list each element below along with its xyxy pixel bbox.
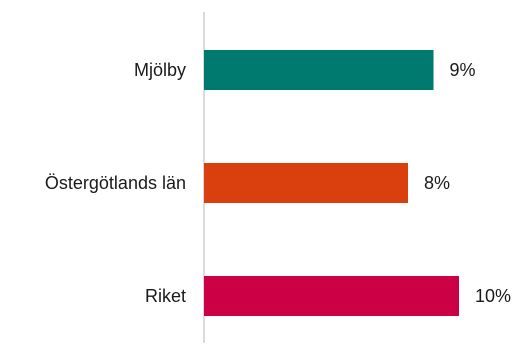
data-label-1: 8% [424, 173, 450, 193]
bar-0 [204, 50, 434, 90]
category-label-1: Östergötlands län [45, 173, 186, 193]
data-label-2: 10% [475, 286, 511, 306]
bar-2 [204, 276, 459, 316]
data-labels-group: 9% 8% 10% [424, 60, 511, 306]
data-label-0: 9% [450, 60, 476, 80]
bar-1 [204, 163, 408, 203]
category-label-2: Riket [145, 286, 186, 306]
bars-group [204, 50, 459, 316]
category-label-0: Mjölby [134, 60, 186, 80]
category-labels-group: Mjölby Östergötlands län Riket [45, 60, 186, 306]
